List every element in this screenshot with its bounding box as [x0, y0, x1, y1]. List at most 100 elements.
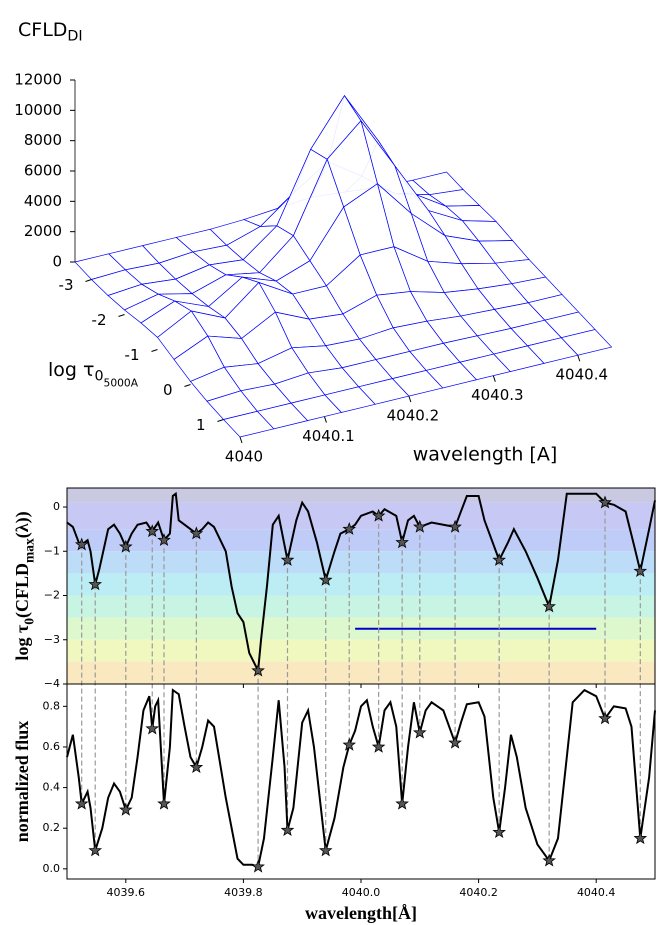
- x-axis-label: wavelength [A]: [413, 444, 558, 466]
- z-tick-label: 0: [52, 253, 62, 271]
- label-part: (CFLD: [12, 563, 33, 618]
- star-marker: [342, 522, 357, 535]
- y-tick-label: 0.4: [43, 781, 61, 794]
- star-marker: [251, 663, 265, 677]
- y-tick: [118, 314, 125, 317]
- x-tick-label: 4040.2: [387, 407, 440, 425]
- y-tick-label: 0: [163, 381, 173, 399]
- y-tick-label: 0.0: [43, 862, 61, 875]
- star-marker: [251, 859, 265, 873]
- surface-cell: [222, 410, 275, 438]
- x-tick-label: 4040.0: [342, 886, 381, 899]
- label-part: log τ: [12, 624, 32, 661]
- star-marker: [542, 853, 556, 867]
- y-tick-label: 0.2: [43, 821, 61, 834]
- label-part: log τ: [48, 359, 94, 381]
- y-axis-label: normalized flux: [12, 721, 32, 843]
- star-marker: [189, 760, 204, 774]
- x-tick-label: 4040.3: [471, 386, 524, 404]
- y-tick: [151, 349, 158, 352]
- star-marker: [88, 843, 103, 857]
- band: [67, 573, 655, 596]
- star-marker: [448, 735, 462, 749]
- label-part: 0: [21, 618, 36, 625]
- line: [66, 491, 656, 675]
- z-tick-label: 12000: [14, 71, 62, 89]
- y-tick-label: -2: [92, 311, 107, 329]
- y-tick: [85, 279, 92, 282]
- x-tick-label: 4040: [225, 448, 263, 466]
- band: [67, 551, 655, 574]
- band: [67, 529, 655, 552]
- y-tick-label: 0.6: [43, 740, 61, 753]
- star-marker: [633, 831, 648, 845]
- y-tick-label: −3: [44, 633, 60, 646]
- plot-frame: [66, 683, 656, 880]
- x-tick-label: 4040.1: [302, 427, 355, 445]
- x-tick-label: 4039.6: [107, 886, 146, 899]
- x-tick: [577, 355, 581, 362]
- star-marker: [189, 526, 204, 540]
- y-tick-label: −1: [44, 544, 60, 557]
- x-tick: [408, 395, 412, 403]
- label-part: 0: [94, 369, 103, 385]
- label-part: max: [21, 538, 36, 563]
- star-marker: [119, 802, 133, 816]
- star-marker: [74, 796, 89, 810]
- y-tick-label: 0: [53, 500, 60, 513]
- star-marker: [395, 796, 409, 810]
- star-marker: [633, 564, 648, 577]
- z-tick-label: 6000: [24, 162, 62, 180]
- label-part: (λ)): [12, 511, 33, 538]
- star-marker: [413, 725, 427, 739]
- band: [67, 639, 655, 662]
- star-marker: [492, 552, 506, 566]
- label-part: 5000A: [104, 376, 139, 389]
- star-marker: [145, 721, 160, 735]
- z-tick-label: 2000: [24, 222, 62, 240]
- star-marker: [413, 519, 427, 533]
- label-part: CFLD: [18, 19, 67, 41]
- y-tick-label: −2: [44, 589, 60, 602]
- y-axis-label: log τ0(CFLDmax(λ)): [12, 511, 36, 660]
- x-axis-label: wavelength[Å]: [305, 903, 417, 923]
- star-marker: [448, 519, 462, 533]
- y-tick-label: -1: [125, 346, 140, 364]
- y-tick-label: -3: [59, 276, 74, 294]
- star-marker: [342, 737, 357, 751]
- y-tick: [217, 419, 224, 422]
- star-marker: [119, 539, 133, 553]
- star-marker: [145, 524, 160, 538]
- star-marker: [280, 552, 295, 566]
- label-part: normalized flux: [12, 721, 32, 843]
- x-tick-label: 4039.8: [224, 886, 263, 899]
- star-marker: [157, 533, 171, 546]
- y-tick-label: 0.8: [43, 699, 61, 712]
- star-marker: [74, 537, 89, 551]
- star-marker: [598, 495, 612, 509]
- x-tick: [492, 375, 496, 382]
- y-tick-label: −4: [44, 677, 60, 690]
- label-part: DI: [67, 29, 82, 45]
- star-marker: [492, 825, 506, 839]
- star-marker: [371, 739, 386, 753]
- star-marker: [318, 843, 333, 857]
- star-marker: [395, 535, 409, 549]
- line: [66, 688, 656, 869]
- y-tick: [184, 384, 191, 387]
- star-marker: [88, 577, 103, 591]
- x-tick-label: 4040.2: [459, 886, 498, 899]
- x-tick-label: 4040.4: [577, 886, 616, 899]
- z-tick-label: 10000: [14, 101, 62, 119]
- x-tick: [323, 416, 327, 423]
- star-marker: [371, 508, 386, 522]
- x-tick-label: 4040.4: [556, 366, 609, 384]
- star-marker: [280, 823, 295, 837]
- z-tick-label: 8000: [24, 131, 62, 149]
- z-axis-label: CFLDDI: [18, 19, 83, 45]
- band: [67, 488, 655, 503]
- star-marker: [598, 711, 612, 725]
- band: [67, 661, 655, 684]
- y-axis-label: log τ05000A: [48, 359, 139, 390]
